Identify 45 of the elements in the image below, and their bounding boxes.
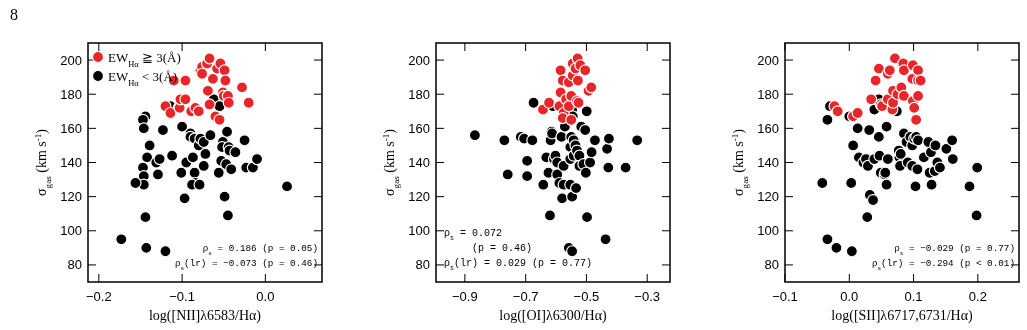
y-tick-label: 100 bbox=[757, 223, 779, 239]
y-tick-label: 160 bbox=[757, 120, 779, 136]
annotation: ρ$_{s}$ = −0.029 (p = 0.77) bbox=[894, 243, 1015, 257]
y-tick-label: 120 bbox=[60, 189, 82, 205]
annotation: ρ$_{s}$(lr) = −0.073 (p = 0.46) bbox=[174, 258, 318, 272]
y-tick-label: 180 bbox=[60, 86, 82, 102]
x-tick-label: −0.5 bbox=[573, 289, 600, 304]
y-tick-label: 200 bbox=[60, 52, 82, 68]
y-tick-label: 200 bbox=[408, 52, 430, 68]
x-tick-label: −0.1 bbox=[169, 289, 195, 304]
y-tick-label: 140 bbox=[408, 155, 430, 170]
x-tick-label: 0.1 bbox=[904, 289, 923, 304]
y-tick-label: 80 bbox=[764, 257, 779, 273]
annotation: ρ$_{s}$(lr) = −0.294 (p < 0.01) bbox=[871, 258, 1015, 272]
y-tick-label: 100 bbox=[60, 223, 82, 239]
annotation: ρ$_{s}$ = 0.072 bbox=[444, 228, 502, 242]
x-tick-label: 0.2 bbox=[968, 289, 987, 304]
x-tick-label: −0.2 bbox=[85, 289, 112, 304]
x-tick-label: −0.3 bbox=[634, 289, 661, 304]
y-tick-label: 160 bbox=[408, 120, 430, 136]
x-tick-label: −0.7 bbox=[512, 289, 539, 304]
annotation: (p = 0.46) bbox=[472, 243, 533, 254]
y-tick-label: 100 bbox=[408, 223, 430, 239]
x-axis-title: log([SII]λ6717,6731/Hα) bbox=[831, 308, 973, 324]
annotation: ρ$_{s}$ = 0.186 (p = 0.05) bbox=[202, 243, 318, 257]
y-tick-label: 180 bbox=[408, 86, 430, 102]
legend-label: EW$_{Hα}$ < 3(Å) bbox=[108, 69, 178, 88]
y-tick-label: 80 bbox=[415, 257, 430, 273]
y-tick-label: 120 bbox=[757, 189, 779, 205]
legend-label: EW$_{Hα}$ ≧ 3(Å) bbox=[108, 50, 181, 69]
y-tick-label: 160 bbox=[60, 120, 82, 136]
y-tick-label: 200 bbox=[757, 52, 779, 68]
chart-title: 8 bbox=[10, 6, 18, 23]
x-tick-label: 0.0 bbox=[840, 289, 859, 304]
y-tick-label: 180 bbox=[757, 86, 779, 102]
x-tick-label: −0.9 bbox=[452, 289, 478, 304]
x-axis-title: log([NII]λ6583/Hα) bbox=[148, 308, 262, 324]
y-tick-label: 80 bbox=[67, 257, 82, 273]
y-tick-label: 140 bbox=[60, 155, 82, 170]
y-tick-label: 140 bbox=[757, 155, 779, 170]
annotation: ρ$_{s}$(lr) = 0.029 (p = 0.77) bbox=[444, 258, 592, 272]
x-axis-title: log([OI]λ6300/Hα) bbox=[499, 308, 608, 324]
x-tick-label: −0.1 bbox=[772, 289, 798, 304]
x-tick-label: 0.0 bbox=[256, 289, 275, 304]
y-tick-label: 120 bbox=[408, 189, 430, 205]
